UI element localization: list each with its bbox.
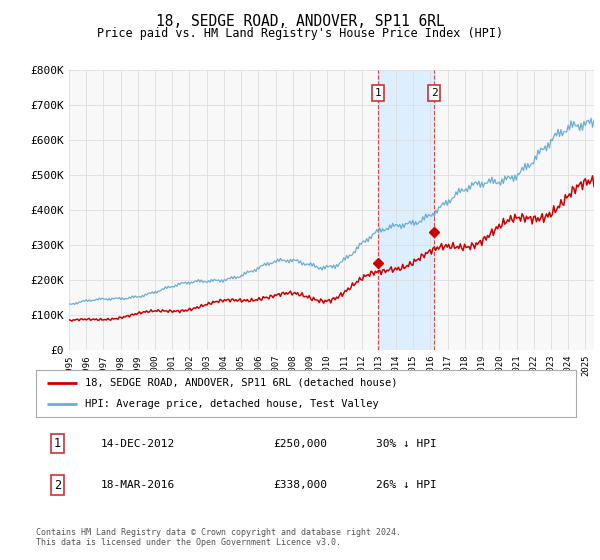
Text: Contains HM Land Registry data © Crown copyright and database right 2024.
This d: Contains HM Land Registry data © Crown c… — [36, 528, 401, 547]
Bar — [378, 70, 434, 350]
Text: £250,000: £250,000 — [274, 438, 328, 449]
Text: 2: 2 — [54, 479, 61, 492]
Text: 18-MAR-2016: 18-MAR-2016 — [101, 480, 175, 491]
Text: 1: 1 — [375, 88, 382, 98]
Text: 18, SEDGE ROAD, ANDOVER, SP11 6RL (detached house): 18, SEDGE ROAD, ANDOVER, SP11 6RL (detac… — [85, 378, 397, 388]
Text: 14-DEC-2012: 14-DEC-2012 — [101, 438, 175, 449]
Text: 30% ↓ HPI: 30% ↓ HPI — [376, 438, 437, 449]
Text: 1: 1 — [54, 437, 61, 450]
Text: 18, SEDGE ROAD, ANDOVER, SP11 6RL: 18, SEDGE ROAD, ANDOVER, SP11 6RL — [155, 14, 445, 29]
Text: Price paid vs. HM Land Registry's House Price Index (HPI): Price paid vs. HM Land Registry's House … — [97, 27, 503, 40]
Text: HPI: Average price, detached house, Test Valley: HPI: Average price, detached house, Test… — [85, 399, 379, 409]
Text: 26% ↓ HPI: 26% ↓ HPI — [376, 480, 437, 491]
Text: £338,000: £338,000 — [274, 480, 328, 491]
Text: 2: 2 — [431, 88, 437, 98]
